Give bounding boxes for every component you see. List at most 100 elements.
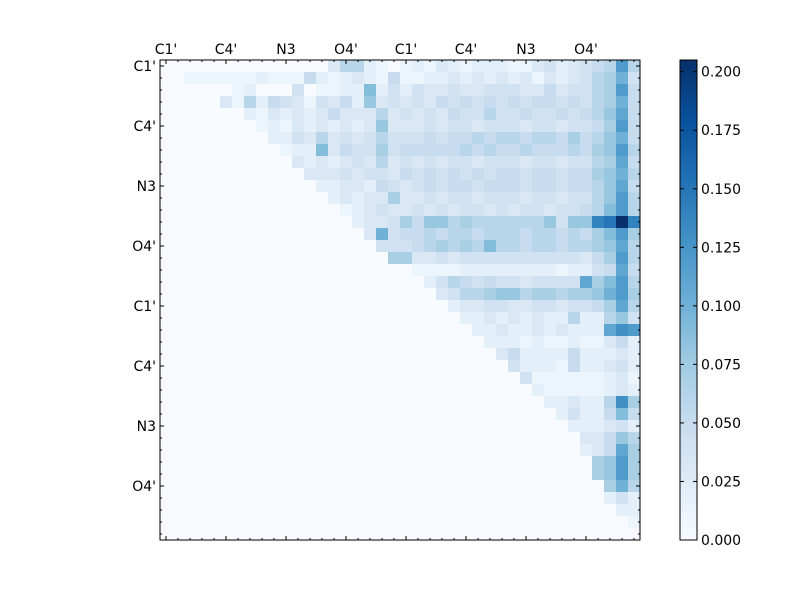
- heatmap-cell: [388, 216, 401, 229]
- heatmap-cell: [232, 504, 245, 517]
- heatmap-cell: [196, 300, 209, 313]
- heatmap-cell: [520, 300, 533, 313]
- heatmap-cell: [400, 180, 413, 193]
- colorbar-tick-label: 0.100: [701, 299, 741, 315]
- heatmap-cell: [508, 360, 521, 373]
- x-tick-labels: C1' C4' N3 O4' C1' C4' N3 O4': [155, 42, 598, 58]
- heatmap-cell: [412, 156, 425, 169]
- heatmap-cell: [580, 144, 593, 157]
- heatmap-cell: [460, 288, 473, 301]
- heatmap-cell: [268, 492, 281, 505]
- heatmap-cell: [448, 264, 461, 277]
- heatmap-cell: [352, 384, 365, 397]
- heatmap-cell: [292, 216, 305, 229]
- heatmap-cell: [304, 324, 317, 337]
- heatmap-cell: [556, 480, 569, 493]
- heatmap-cell: [520, 348, 533, 361]
- heatmap-cell: [520, 168, 533, 181]
- heatmap-cell: [580, 276, 593, 289]
- heatmap-cell: [460, 96, 473, 109]
- heatmap-cell: [496, 396, 509, 409]
- heatmap-cell: [160, 492, 173, 505]
- heatmap-cell: [280, 168, 293, 181]
- heatmap-cell: [616, 288, 629, 301]
- heatmap-cell: [520, 288, 533, 301]
- heatmap-cell: [376, 240, 389, 253]
- heatmap-cell: [256, 528, 269, 541]
- heatmap-cell: [172, 288, 185, 301]
- heatmap-cell: [184, 180, 197, 193]
- heatmap-cell: [436, 144, 449, 157]
- heatmap-cell: [160, 504, 173, 517]
- heatmap-cell: [580, 288, 593, 301]
- heatmap-cell: [172, 156, 185, 169]
- heatmap-cell: [160, 192, 173, 205]
- heatmap-cell: [280, 444, 293, 457]
- heatmap-cell: [544, 480, 557, 493]
- heatmap-cell: [436, 456, 449, 469]
- heatmap-cell: [604, 144, 617, 157]
- heatmap-cell: [604, 420, 617, 433]
- heatmap-cell: [280, 312, 293, 325]
- heatmap-cell: [268, 72, 281, 85]
- heatmap-cell: [460, 216, 473, 229]
- heatmap-cell: [532, 348, 545, 361]
- heatmap-cell: [412, 96, 425, 109]
- heatmap-cell: [424, 348, 437, 361]
- heatmap-cell: [256, 60, 269, 73]
- heatmap-cell: [544, 516, 557, 529]
- heatmap-cell: [568, 348, 581, 361]
- heatmap-cell: [364, 336, 377, 349]
- heatmap-cell: [220, 336, 233, 349]
- heatmap-cell: [472, 492, 485, 505]
- heatmap-cell: [376, 84, 389, 97]
- heatmap-cell: [448, 408, 461, 421]
- heatmap-cell: [508, 192, 521, 205]
- heatmap-cell: [424, 180, 437, 193]
- heatmap-cell: [280, 348, 293, 361]
- heatmap-cell: [280, 456, 293, 469]
- heatmap-cell: [352, 168, 365, 181]
- heatmap-cell: [556, 372, 569, 385]
- heatmap-cell: [172, 180, 185, 193]
- heatmap-cell: [340, 396, 353, 409]
- heatmap-cell: [400, 240, 413, 253]
- heatmap-cell: [352, 408, 365, 421]
- heatmap-cell: [328, 360, 341, 373]
- heatmap-cell: [340, 480, 353, 493]
- heatmap-cell: [484, 384, 497, 397]
- heatmap-cell: [280, 288, 293, 301]
- heatmap-cell: [316, 516, 329, 529]
- heatmap-cell: [292, 372, 305, 385]
- heatmap-cell: [244, 396, 257, 409]
- heatmap-cell: [244, 204, 257, 217]
- heatmap-cell: [436, 180, 449, 193]
- heatmap-cell: [520, 108, 533, 121]
- heatmap-cell: [580, 324, 593, 337]
- heatmap-cell: [304, 252, 317, 265]
- heatmap-cell: [628, 288, 641, 301]
- colorbar-tick-label: 0.050: [701, 416, 741, 432]
- heatmap-cell: [304, 204, 317, 217]
- heatmap-cell: [352, 240, 365, 253]
- heatmap-cell: [256, 372, 269, 385]
- heatmap-cell: [232, 432, 245, 445]
- heatmap-cell: [364, 528, 377, 541]
- heatmap-cell: [316, 360, 329, 373]
- heatmap-cell: [592, 216, 605, 229]
- heatmap-cell: [592, 372, 605, 385]
- heatmap-cell: [460, 156, 473, 169]
- heatmap-cell: [604, 456, 617, 469]
- heatmap-cell: [292, 204, 305, 217]
- heatmap-cell: [436, 156, 449, 169]
- heatmap-cell: [556, 132, 569, 145]
- heatmap-cell: [604, 108, 617, 121]
- heatmap-cell: [460, 336, 473, 349]
- heatmap-cell: [352, 204, 365, 217]
- heatmap-cell: [628, 396, 641, 409]
- heatmap-cell: [268, 288, 281, 301]
- heatmap-cell: [616, 144, 629, 157]
- heatmap-cell: [604, 516, 617, 529]
- heatmap-cell: [208, 108, 221, 121]
- y-tick-label: N3: [137, 419, 156, 435]
